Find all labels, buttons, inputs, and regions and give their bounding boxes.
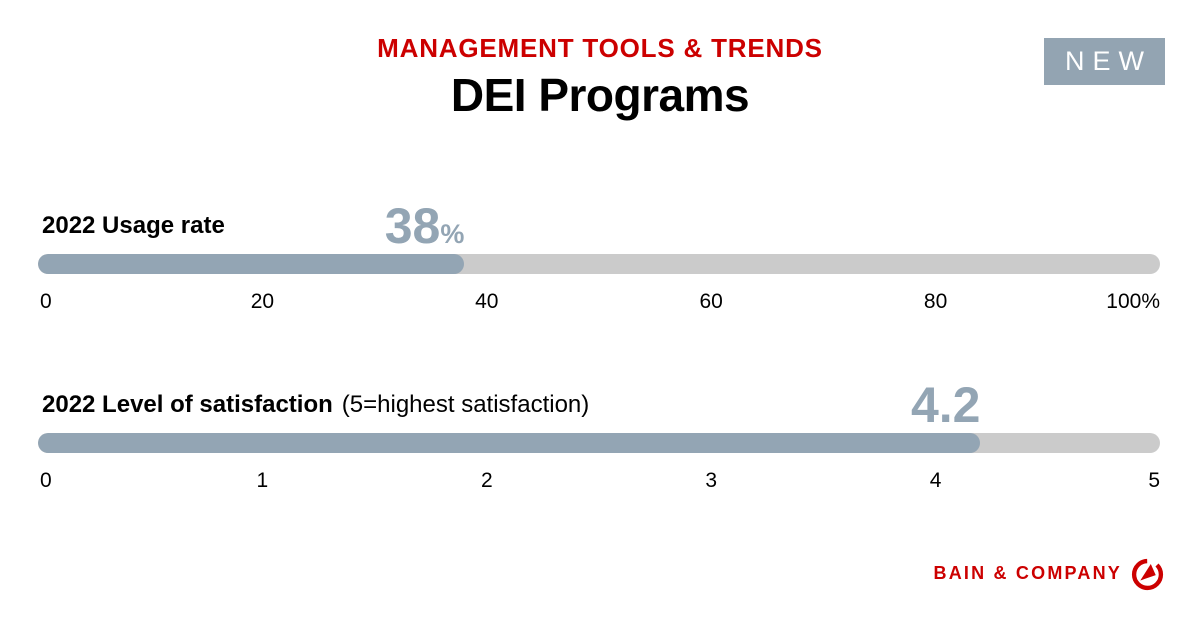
- usage-value-number: 38: [384, 198, 441, 255]
- axis-tick-label: 4: [929, 469, 942, 493]
- axis-tick-label: 20: [250, 290, 275, 314]
- usage-bar-track: [38, 254, 1160, 275]
- satisfaction-axis: 0 1 2 3 4 5: [38, 464, 1160, 498]
- series-eyebrow: MANAGEMENT TOOLS & TRENDS: [377, 33, 823, 63]
- new-badge: NEW: [1044, 38, 1165, 85]
- usage-rate-value: 38%: [38, 201, 465, 251]
- axis-tick-label: 0: [40, 469, 52, 493]
- usage-rate-label: 2022 Usage rate: [42, 212, 225, 240]
- header: MANAGEMENT TOOLS & TRENDS DEI Programs: [0, 0, 1200, 119]
- axis-tick-label: 1: [256, 469, 269, 493]
- brand-footer: BAIN & COMPANY: [934, 558, 1164, 591]
- axis-tick-label: 5: [1148, 469, 1160, 493]
- page-title: DEI Programs: [450, 69, 750, 121]
- satisfaction-value: 4.2: [38, 380, 981, 430]
- satisfaction-bar-track: [38, 433, 1160, 454]
- axis-tick-label: 100%: [1106, 290, 1160, 314]
- usage-rate-chart: 2022 Usage rate 38% 0 20 40 60 80 100%: [38, 159, 1160, 319]
- bain-compass-icon: [1131, 558, 1164, 591]
- axis-tick-label: 2: [480, 469, 493, 493]
- axis-tick-label: 40: [475, 290, 499, 314]
- usage-axis: 0 20 40 60 80 100%: [38, 285, 1160, 319]
- satisfaction-bar-fill: [38, 433, 981, 454]
- axis-tick-label: 80: [923, 290, 948, 314]
- brand-wordmark: BAIN & COMPANY: [933, 563, 1122, 583]
- usage-bar-fill: [38, 254, 465, 275]
- satisfaction-sublabel: (5=highest satisfaction): [341, 391, 590, 419]
- satisfaction-label: 2022 Level of satisfaction (5=highest sat…: [42, 391, 590, 419]
- satisfaction-value-number: 4.2: [910, 377, 981, 434]
- axis-tick-label: 60: [699, 290, 723, 314]
- axis-tick-label: 3: [705, 469, 718, 493]
- axis-tick-label: 0: [40, 290, 52, 314]
- satisfaction-chart: 2022 Level of satisfaction (5=highest sat…: [38, 353, 1160, 498]
- usage-value-suffix: %: [440, 219, 465, 250]
